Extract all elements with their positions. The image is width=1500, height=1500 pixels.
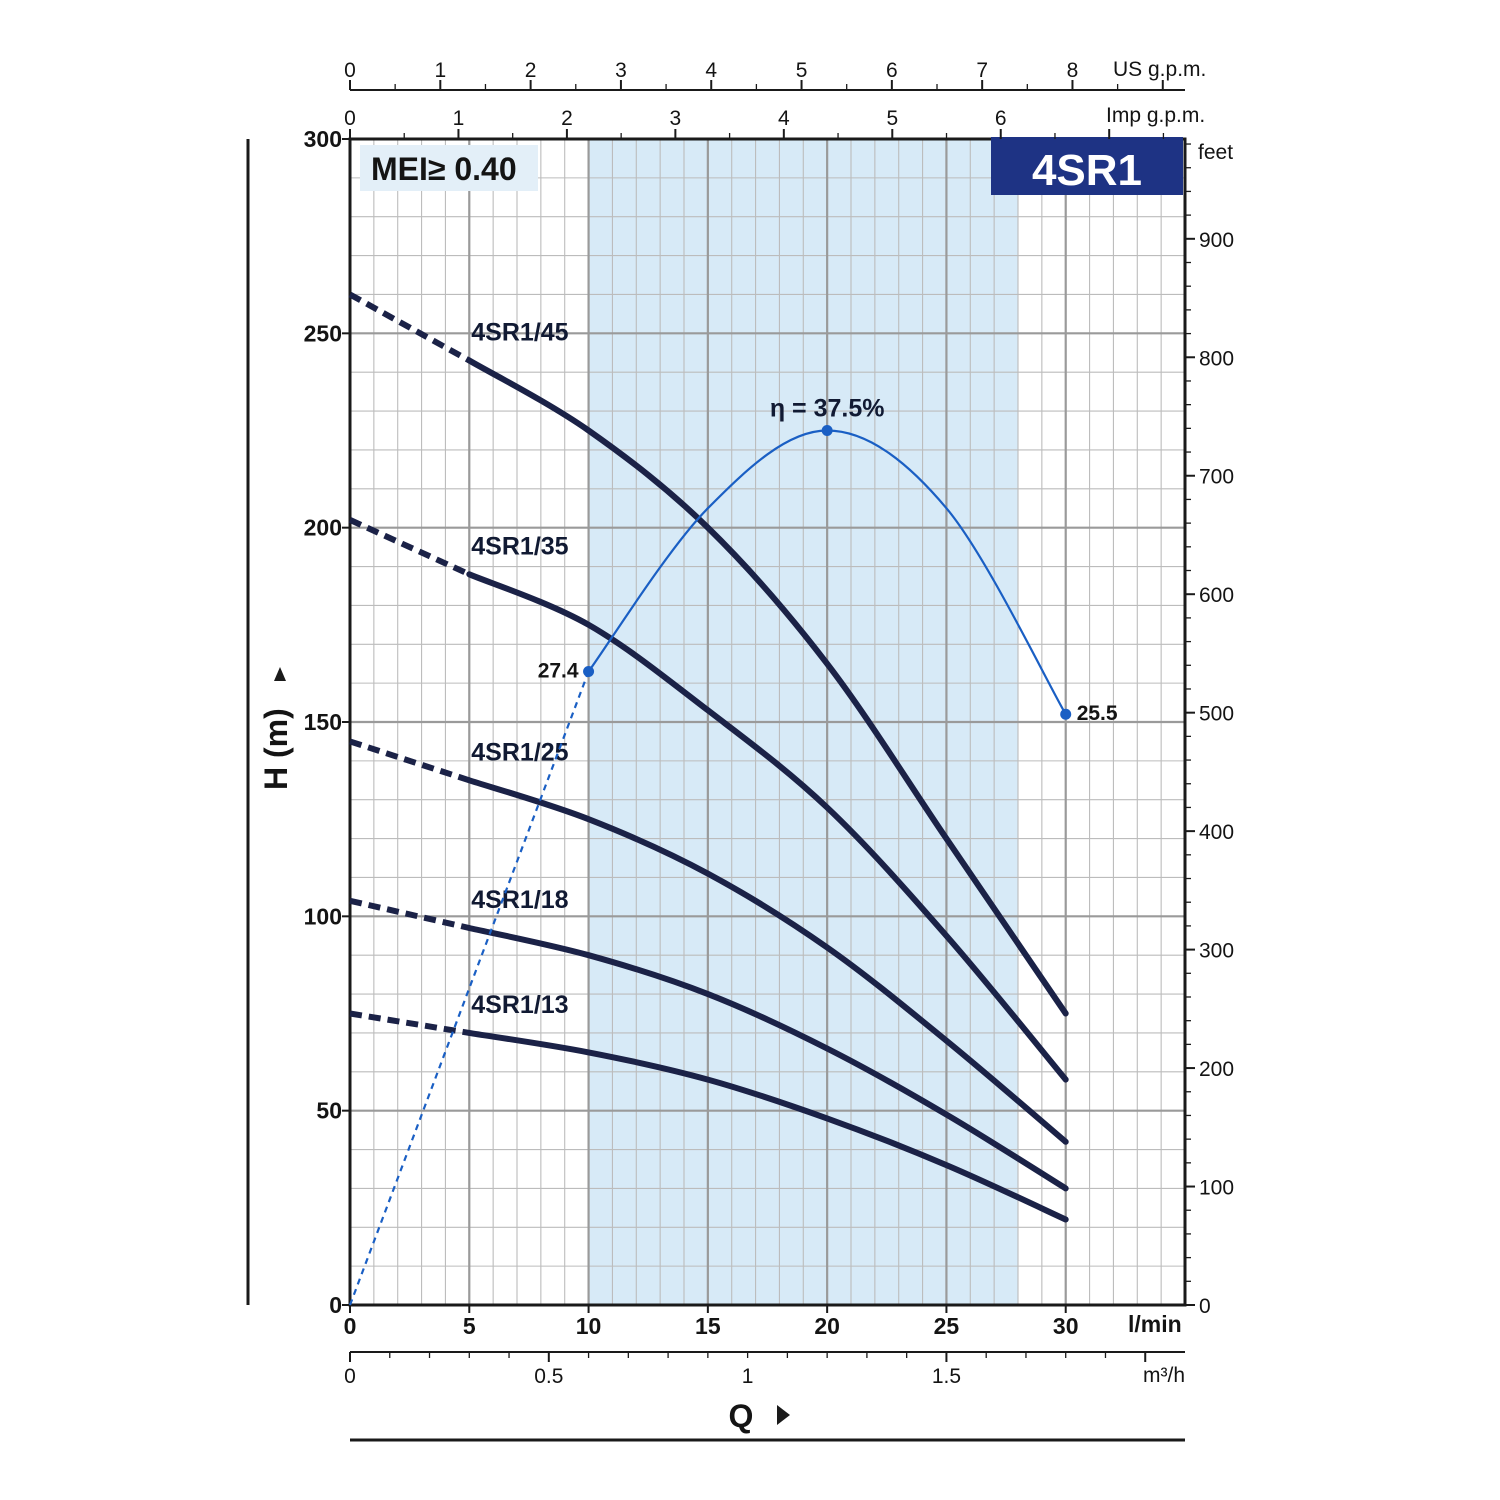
y-tick-label: 300 (304, 126, 342, 152)
m3h-axis-ticks: 0 0.5 1 1.5 (344, 1351, 1185, 1388)
curve-label-4sr1-45: 4SR1/45 (471, 319, 568, 347)
efficiency-point-label: 25.5 (1077, 702, 1118, 725)
y-tick-label: 150 (304, 709, 342, 735)
m3h-tick-label: 0 (344, 1365, 356, 1388)
feet-axis-ticks: 0 100 200 300 400 500 600 700 800 900 (1185, 143, 1234, 1318)
curve-dashed-4sr1-35 (348, 517, 471, 578)
efficiency-point (821, 425, 833, 436)
feet-unit-label: feet (1198, 141, 1233, 164)
mei-label: MEI≥ 0.40 (371, 151, 517, 187)
us-gpm-tick-label: 7 (976, 59, 988, 82)
efficiency-point (1060, 708, 1072, 720)
pump-curves: 4SR1/45 4SR1/35 4SR1/25 4SR1/18 4SR1/13 (348, 291, 1069, 1223)
model-badge-text: 4SR1 (1032, 146, 1142, 195)
x-unit-label: l/min (1128, 1311, 1182, 1337)
us-gpm-tick-label: 3 (615, 59, 627, 82)
curve-4sr1-25 (466, 777, 1069, 1145)
curve-4sr1-18 (466, 925, 1069, 1192)
feet-tick-label: 100 (1199, 1177, 1234, 1200)
y-axis-arrow-icon (274, 667, 286, 681)
curve-label-4sr1-18: 4SR1/18 (471, 886, 568, 914)
curve-dashed-4sr1-45 (348, 291, 471, 364)
us-gpm-tick-label: 1 (434, 59, 446, 82)
x-tick-label: 0 (344, 1313, 357, 1339)
us-gpm-tick-label: 4 (705, 59, 717, 82)
m3h-tick-label: 1.5 (932, 1365, 961, 1388)
efficiency-curve-dashed (348, 671, 590, 1306)
imp-gpm-tick-label: 2 (561, 107, 573, 130)
imp-gpm-tick-label: 5 (886, 107, 898, 130)
y-tick-label: 200 (304, 515, 342, 541)
y-tick-label: 50 (316, 1098, 342, 1124)
major-grid (350, 139, 1185, 1305)
x-tick-label: 5 (463, 1313, 476, 1339)
curve-4sr1-13 (466, 1029, 1069, 1223)
curve-4sr1-45 (466, 357, 1069, 1017)
x-tick-label: 30 (1053, 1313, 1079, 1339)
imp-gpm-axis-ticks: 0 1 2 3 4 5 6 (344, 107, 1165, 139)
feet-tick-label: 600 (1199, 584, 1234, 607)
x-axis-ticks: 0 5 10 15 20 25 30 (344, 1305, 1079, 1339)
us-gpm-tick-label: 2 (525, 59, 537, 82)
us-gpm-tick-label: 6 (886, 59, 898, 82)
curve-dashed-4sr1-13 (349, 1010, 470, 1036)
x-tick-label: 25 (934, 1313, 960, 1339)
m3h-unit-label: m³/h (1143, 1364, 1185, 1387)
imp-gpm-tick-label: 0 (344, 107, 356, 130)
curve-4sr1-35 (466, 571, 1069, 1083)
feet-tick-label: 700 (1199, 466, 1234, 489)
y-axis-title: H (m) (258, 708, 294, 790)
efficiency-point-label: η = 37.5% (770, 395, 885, 423)
curve-label-4sr1-35: 4SR1/35 (471, 532, 568, 560)
efficiency-point (583, 665, 595, 677)
imp-gpm-tick-label: 6 (995, 107, 1007, 130)
feet-tick-label: 800 (1199, 347, 1234, 370)
m3h-tick-label: 1 (742, 1365, 754, 1388)
y-axis-ticks: 0 50 100 150 200 250 300 (304, 126, 350, 1318)
x-tick-label: 10 (576, 1313, 602, 1339)
imp-gpm-tick-label: 1 (453, 107, 465, 130)
feet-tick-label: 500 (1199, 703, 1234, 726)
x-tick-label: 15 (695, 1313, 721, 1339)
mei-label-box: MEI≥ 0.40 (360, 145, 538, 191)
feet-tick-label: 400 (1199, 821, 1234, 844)
efficiency-curve-group: 27.4 η = 37.5% 25.5 (348, 395, 1118, 1306)
us-gpm-unit-label: US g.p.m. (1113, 58, 1206, 81)
imp-gpm-unit-label: Imp g.p.m. (1106, 104, 1205, 127)
feet-tick-label: 900 (1199, 229, 1234, 252)
x-axis-title: Q (729, 1398, 754, 1434)
curve-dashed-4sr1-18 (349, 897, 470, 931)
imp-gpm-tick-label: 3 (670, 107, 682, 130)
us-gpm-tick-label: 8 (1067, 59, 1079, 82)
us-gpm-tick-label: 0 (344, 59, 356, 82)
feet-tick-label: 0 (1199, 1295, 1211, 1318)
imp-gpm-tick-label: 4 (778, 107, 790, 130)
y-tick-label: 0 (329, 1292, 342, 1318)
model-badge: 4SR1 (991, 137, 1183, 195)
y-tick-label: 250 (304, 320, 342, 346)
curve-dashed-4sr1-25 (349, 738, 471, 784)
feet-tick-label: 200 (1199, 1058, 1234, 1081)
us-gpm-axis-ticks: 0 1 2 3 4 5 6 7 8 (344, 59, 1185, 91)
efficiency-point-label: 27.4 (538, 659, 579, 682)
curve-label-4sr1-25: 4SR1/25 (471, 738, 568, 766)
x-tick-label: 20 (814, 1313, 840, 1339)
us-gpm-tick-label: 5 (796, 59, 808, 82)
m3h-tick-label: 0.5 (534, 1365, 563, 1388)
x-axis-arrow-icon (777, 1405, 790, 1425)
feet-tick-label: 300 (1199, 940, 1234, 963)
y-tick-label: 100 (304, 903, 342, 929)
curve-label-4sr1-13: 4SR1/13 (471, 991, 568, 1019)
